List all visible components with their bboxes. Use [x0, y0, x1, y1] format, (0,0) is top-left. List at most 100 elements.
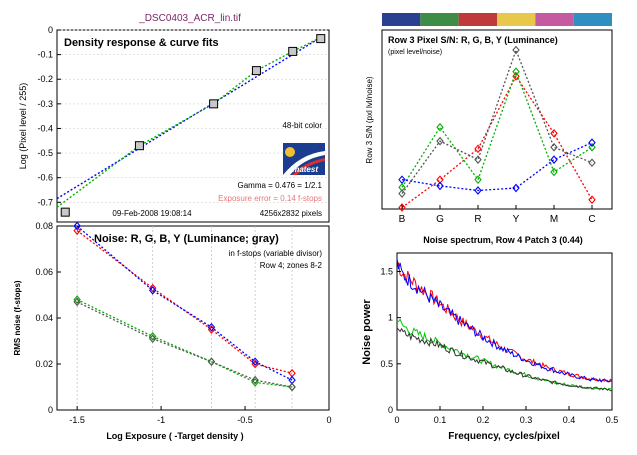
snr-point	[512, 67, 520, 77]
noise-point	[207, 357, 216, 367]
snr-title: Row 3 Pixel S/N: R, G, B, Y (Luminance)	[388, 35, 558, 45]
snr-plot-area	[381, 29, 613, 210]
snr-point	[436, 181, 444, 191]
color-strip-patch	[420, 13, 459, 26]
spectrum-ytick-label: 1	[388, 313, 393, 323]
color-strip-patch	[535, 13, 574, 26]
spectrum-xtick-label: 0.1	[434, 415, 447, 425]
noise-point	[148, 334, 157, 344]
snr-point	[588, 158, 596, 168]
noise-xtick-label: 0	[326, 415, 331, 425]
gamma-label: Gamma = 0.476 = 1/2.1	[238, 181, 323, 190]
noise-ylabel: RMS noise (f-stops)	[13, 280, 22, 355]
noise-point	[73, 226, 81, 235]
snr-point	[588, 138, 596, 147]
color-strip-patch	[497, 13, 536, 26]
exposure-error-label: Exposure error = 0.14 f-stops	[218, 194, 322, 203]
density-point	[316, 34, 326, 44]
noise-ytick-label: 0.04	[35, 313, 53, 323]
noise-point	[207, 322, 216, 332]
snr-point	[436, 122, 444, 132]
density-point	[60, 207, 70, 217]
noise-xtick-label: -0.5	[237, 415, 253, 425]
imatest-logo: Imatest	[283, 143, 325, 175]
snr-point	[474, 155, 482, 164]
snr-series-line	[401, 75, 593, 209]
noise-point	[148, 332, 157, 341]
noise-series-line	[76, 301, 293, 388]
snr-point	[588, 142, 596, 152]
density-panel: 0 -0.1 -0.2 -0.3 -0.4 -0.5 -0.6 -0.7 Density re…	[18, 25, 330, 223]
snr-point	[550, 129, 558, 138]
snr-xtick-label: G	[436, 214, 444, 225]
snr-point	[550, 142, 558, 152]
snr-series-line	[401, 142, 593, 192]
noise-ytick-label: 0.06	[35, 267, 53, 277]
snr-xtick-label: M	[550, 214, 558, 225]
noise-point	[251, 375, 259, 385]
spectrum-ytick-label: 1.5	[380, 266, 393, 276]
spectrum-xtick-label: 0.2	[477, 415, 490, 425]
spectrum-ytick-label: 0	[388, 405, 393, 415]
density-ytick-label: -0.3	[37, 99, 53, 109]
snr-xtick-label: Y	[513, 214, 520, 225]
noise-panel: 0 0.02 0.04 0.06 0.08 -1.5 -1 -0.5 0 Noise: R, G…	[13, 221, 332, 441]
snr-point	[588, 195, 596, 205]
density-point	[134, 141, 144, 151]
noise-xtick-label: -1	[157, 415, 165, 425]
density-ytick-label: -0.6	[37, 173, 53, 183]
snr-point	[512, 183, 520, 193]
noise-point	[148, 286, 157, 295]
date-label: 09-Feb-2008 19:08:14	[112, 209, 192, 218]
density-ytick-label: -0.2	[37, 74, 53, 84]
snr-point	[398, 175, 406, 185]
noise-series-line	[76, 299, 293, 388]
density-fit-blue	[56, 36, 322, 200]
snr-point	[550, 155, 558, 164]
spectrum-series-line	[396, 257, 613, 383]
density-ytick-label: -0.4	[37, 123, 53, 133]
noise-ytick-label: 0.08	[35, 221, 53, 231]
spectrum-xtick-label: 0.5	[606, 415, 619, 425]
bit-depth-label: 48-bit color	[282, 121, 322, 130]
snr-ylabel: Row 3 S/N (pxl lvl/noise)	[365, 76, 374, 163]
pixels-label: 4256x2832 pixels	[260, 209, 322, 218]
snr-panel: B G R Y M C Row 3 Pixel S/N: R, G, B, Y (Lumi…	[365, 13, 613, 225]
density-ytick-label: -0.7	[37, 197, 53, 207]
snr-xtick-label: R	[474, 214, 481, 225]
spectrum-panel: Noise spectrum, Row 4 Patch 3 (0.44) 0 0.…	[361, 235, 618, 442]
noise-xlabel: Log Exposure ( -Target density )	[106, 431, 243, 441]
noise-plot-area	[56, 225, 330, 411]
noise-ytick-label: 0.02	[35, 359, 53, 369]
snr-point	[512, 45, 520, 55]
spectrum-xtick-label: 0.4	[563, 415, 576, 425]
spectrum-ytick-label: 0.5	[380, 359, 393, 369]
window-title: _DSC0403_ACR_lin.tif	[138, 13, 241, 24]
snr-point	[550, 167, 558, 177]
snr-point	[398, 203, 406, 212]
logo-text: Imatest	[290, 165, 318, 174]
noise-series-line	[76, 225, 293, 381]
color-strip-patch	[573, 13, 612, 26]
density-fit-green	[56, 36, 322, 208]
color-strip-patch	[458, 13, 497, 26]
density-point	[288, 46, 298, 56]
density-ytick-label: -0.5	[37, 148, 53, 158]
color-strip-patch	[382, 13, 421, 26]
spectrum-xtick-label: 0	[394, 415, 399, 425]
density-ytick-label: -0.1	[37, 50, 53, 60]
density-ylabel: Log (Pixel level / 255)	[18, 83, 28, 170]
snr-xtick-label: B	[399, 214, 406, 225]
noise-annotation-2: Row 4; zones 8-2	[260, 261, 323, 270]
spectrum-xtick-label: 0.3	[520, 415, 533, 425]
snr-point	[436, 136, 444, 146]
density-point	[251, 66, 261, 76]
snr-point	[512, 71, 520, 81]
noise-xtick-label: -1.5	[69, 415, 85, 425]
noise-point	[251, 357, 259, 367]
snr-point	[474, 175, 482, 185]
density-title: Density response & curve fits	[64, 37, 219, 49]
noise-annotation-1: in f-stops (variable divisor)	[229, 249, 323, 258]
spectrum-ylabel: Noise power	[361, 299, 373, 365]
